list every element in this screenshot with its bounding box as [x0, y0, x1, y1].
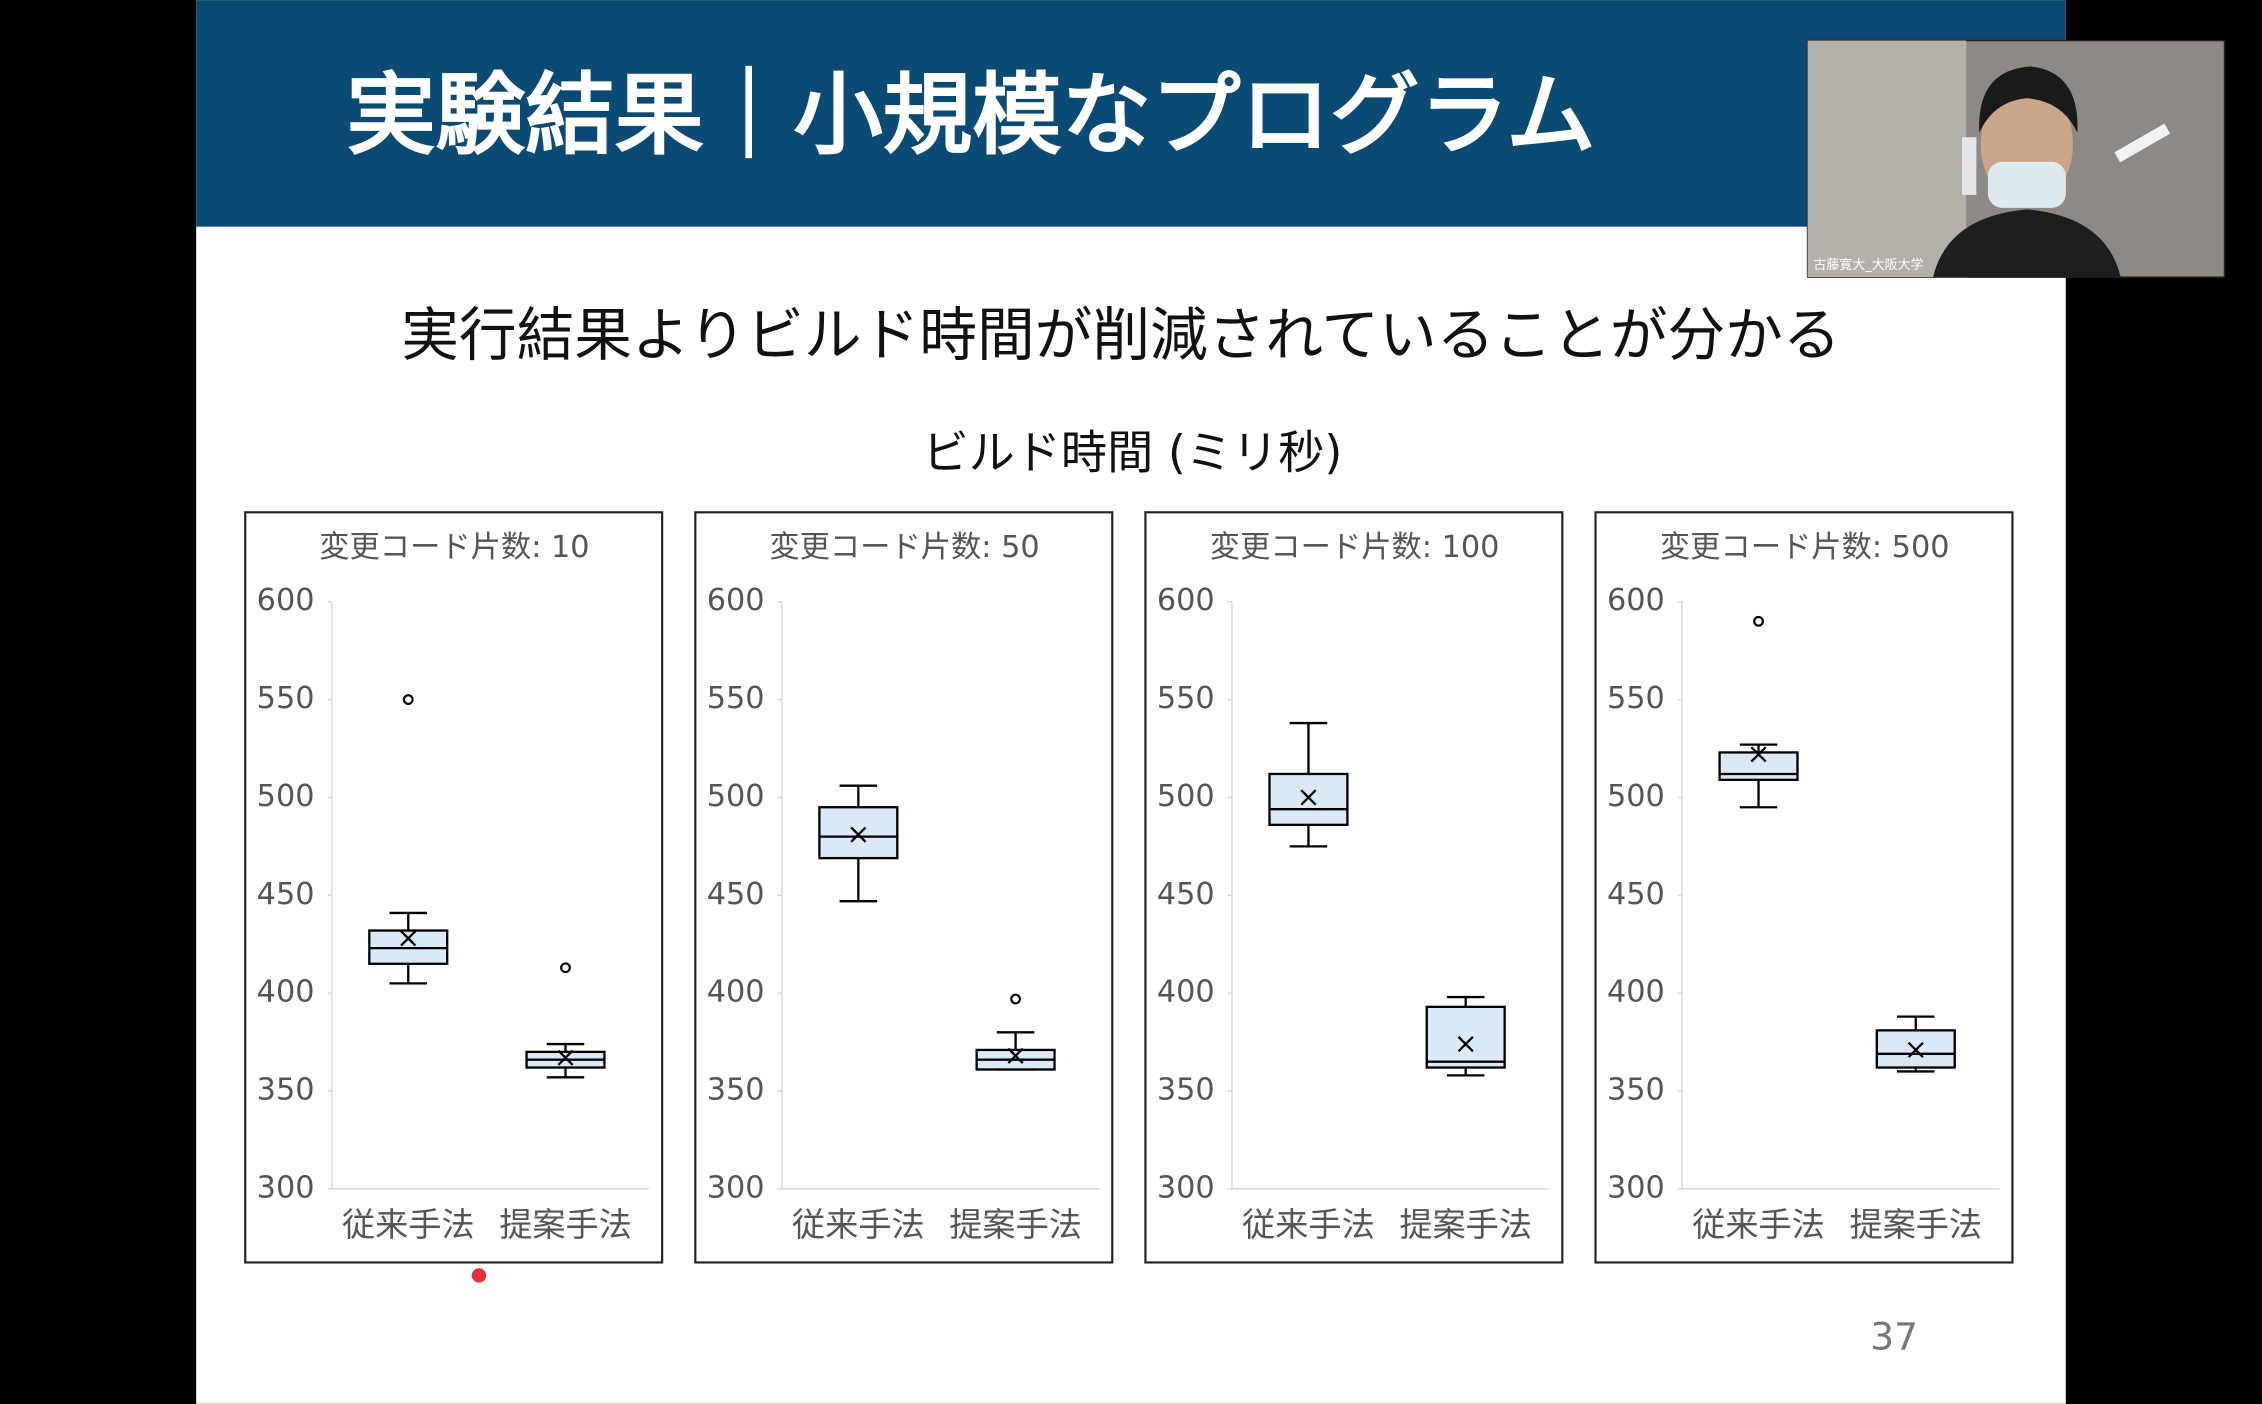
- box: [1718, 751, 1799, 781]
- box: [1268, 772, 1349, 827]
- y-tick-label: 400: [257, 975, 315, 1010]
- outlier: [1753, 615, 1764, 627]
- y-tick-label: 550: [1607, 681, 1665, 716]
- panel-frame: [1594, 511, 2014, 1264]
- y-tick-label: 300: [1157, 1170, 1215, 1205]
- y-tick-label: 600: [1157, 583, 1215, 618]
- mean-marker: [1750, 746, 1767, 763]
- y-tick-label: 600: [1607, 583, 1665, 618]
- y-tick-label: 350: [1607, 1073, 1665, 1108]
- y-tick-label: 550: [257, 681, 315, 716]
- page-number: 37: [1870, 1314, 1918, 1358]
- x-tick-label: 提案手法: [1849, 1205, 1982, 1244]
- chart-title: 変更コード片数: 10: [319, 530, 589, 565]
- y-tick-label: 350: [1157, 1073, 1215, 1108]
- y-tick-label: 550: [707, 681, 765, 716]
- y-tick-label: 400: [1607, 975, 1665, 1010]
- x-tick-label: 提案手法: [1399, 1205, 1532, 1244]
- slide: [196, 0, 2066, 1404]
- y-tick-label: 450: [257, 877, 315, 912]
- x-tick-label: 提案手法: [949, 1205, 1082, 1244]
- participant-name: 古藤寛大_大阪大学: [1813, 257, 1923, 273]
- panel-frame: [1144, 511, 1564, 1264]
- mean-marker: [850, 826, 867, 843]
- webcam-person-mask: [1987, 161, 2066, 208]
- y-tick-label: 300: [1607, 1170, 1665, 1205]
- panel-frame: [244, 511, 664, 1264]
- y-tick-label: 500: [1607, 779, 1665, 814]
- y-tick-label: 500: [707, 779, 765, 814]
- chart-title: 変更コード片数: 500: [1660, 530, 1950, 565]
- x-tick-label: 従来手法: [1692, 1205, 1825, 1244]
- y-tick-label: 500: [1157, 779, 1215, 814]
- title-band: [196, 0, 2066, 227]
- y-tick-label: 400: [1157, 975, 1215, 1010]
- outlier: [1010, 993, 1022, 1005]
- y-tick-label: 550: [1157, 681, 1215, 716]
- y-tick-label: 450: [707, 877, 765, 912]
- y-tick-label: 300: [707, 1170, 765, 1205]
- y-tick-label: 600: [707, 583, 765, 618]
- x-tick-label: 従来手法: [792, 1205, 925, 1244]
- mean-marker: [400, 930, 417, 947]
- chart-heading: ビルド時間 (ミリ秒): [922, 426, 1342, 480]
- mean-marker: [1457, 1036, 1474, 1053]
- chart-title: 変更コード片数: 50: [769, 530, 1039, 565]
- y-tick-label: 450: [1607, 877, 1665, 912]
- y-tick-label: 450: [1157, 877, 1215, 912]
- slide-subtitle: 実行結果よりビルド時間が削減されていることが分かる: [401, 301, 1840, 369]
- webcam-light: [1961, 137, 1977, 195]
- y-tick-label: 600: [257, 583, 315, 618]
- y-tick-label: 300: [257, 1170, 315, 1205]
- mean-marker: [557, 1049, 574, 1066]
- y-tick-label: 350: [257, 1073, 315, 1108]
- y-tick-label: 350: [707, 1073, 765, 1108]
- chart-title: 変更コード片数: 100: [1210, 530, 1500, 565]
- outlier: [402, 694, 414, 706]
- webcam-wall: [1807, 40, 1967, 278]
- mean-marker: [1300, 789, 1317, 806]
- box: [1425, 1005, 1506, 1069]
- mean-marker: [1007, 1047, 1024, 1064]
- webcam-light: [2114, 123, 2171, 163]
- y-tick-label: 500: [257, 779, 315, 814]
- laser-pointer: [471, 1268, 487, 1283]
- outlier: [560, 962, 571, 974]
- y-tick-label: 400: [707, 975, 765, 1010]
- mean-marker: [1907, 1041, 1924, 1058]
- box: [818, 806, 899, 860]
- slide-title: 実験結果｜小規模なプログラム: [346, 64, 1595, 168]
- webcam: 古藤寛大_大阪大学: [1806, 39, 2226, 278]
- x-tick-label: 提案手法: [499, 1205, 632, 1244]
- webcam-person-hair: [1979, 66, 2078, 133]
- panel-frame: [694, 511, 1114, 1264]
- webcam-person-body: [1933, 209, 2121, 278]
- x-tick-label: 従来手法: [342, 1205, 475, 1244]
- x-tick-label: 従来手法: [1242, 1205, 1375, 1244]
